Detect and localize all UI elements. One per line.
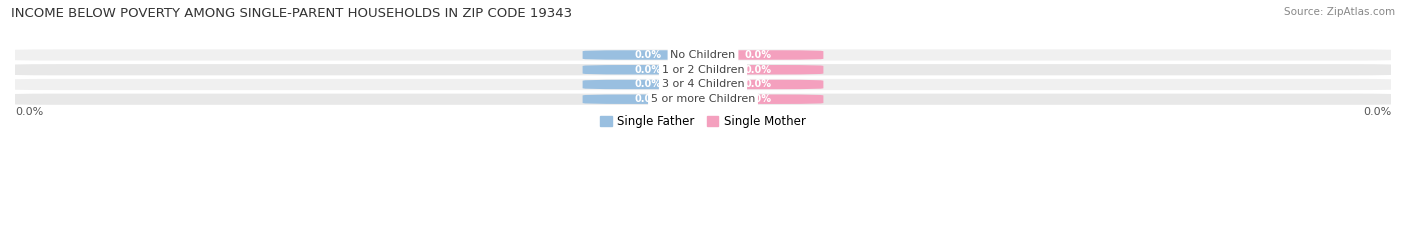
Text: INCOME BELOW POVERTY AMONG SINGLE-PARENT HOUSEHOLDS IN ZIP CODE 19343: INCOME BELOW POVERTY AMONG SINGLE-PARENT…: [11, 7, 572, 20]
Text: 0.0%: 0.0%: [634, 79, 661, 89]
FancyBboxPatch shape: [582, 80, 706, 89]
Text: 0.0%: 0.0%: [745, 94, 772, 104]
FancyBboxPatch shape: [1, 79, 1405, 90]
FancyBboxPatch shape: [1, 49, 1405, 61]
Text: Source: ZipAtlas.com: Source: ZipAtlas.com: [1284, 7, 1395, 17]
FancyBboxPatch shape: [582, 50, 706, 60]
FancyBboxPatch shape: [582, 65, 706, 75]
FancyBboxPatch shape: [700, 50, 824, 60]
FancyBboxPatch shape: [700, 95, 824, 104]
Text: 0.0%: 0.0%: [745, 50, 772, 60]
FancyBboxPatch shape: [700, 80, 824, 89]
Text: 0.0%: 0.0%: [1362, 106, 1391, 116]
FancyBboxPatch shape: [1, 64, 1405, 75]
Text: 0.0%: 0.0%: [15, 106, 44, 116]
Text: No Children: No Children: [671, 50, 735, 60]
Text: 3 or 4 Children: 3 or 4 Children: [662, 79, 744, 89]
Text: 0.0%: 0.0%: [745, 65, 772, 75]
Legend: Single Father, Single Mother: Single Father, Single Mother: [595, 111, 811, 133]
FancyBboxPatch shape: [700, 65, 824, 75]
FancyBboxPatch shape: [1, 94, 1405, 105]
Text: 0.0%: 0.0%: [634, 50, 661, 60]
Text: 5 or more Children: 5 or more Children: [651, 94, 755, 104]
Text: 1 or 2 Children: 1 or 2 Children: [662, 65, 744, 75]
Text: 0.0%: 0.0%: [634, 65, 661, 75]
FancyBboxPatch shape: [582, 95, 706, 104]
Text: 0.0%: 0.0%: [634, 94, 661, 104]
Text: 0.0%: 0.0%: [745, 79, 772, 89]
